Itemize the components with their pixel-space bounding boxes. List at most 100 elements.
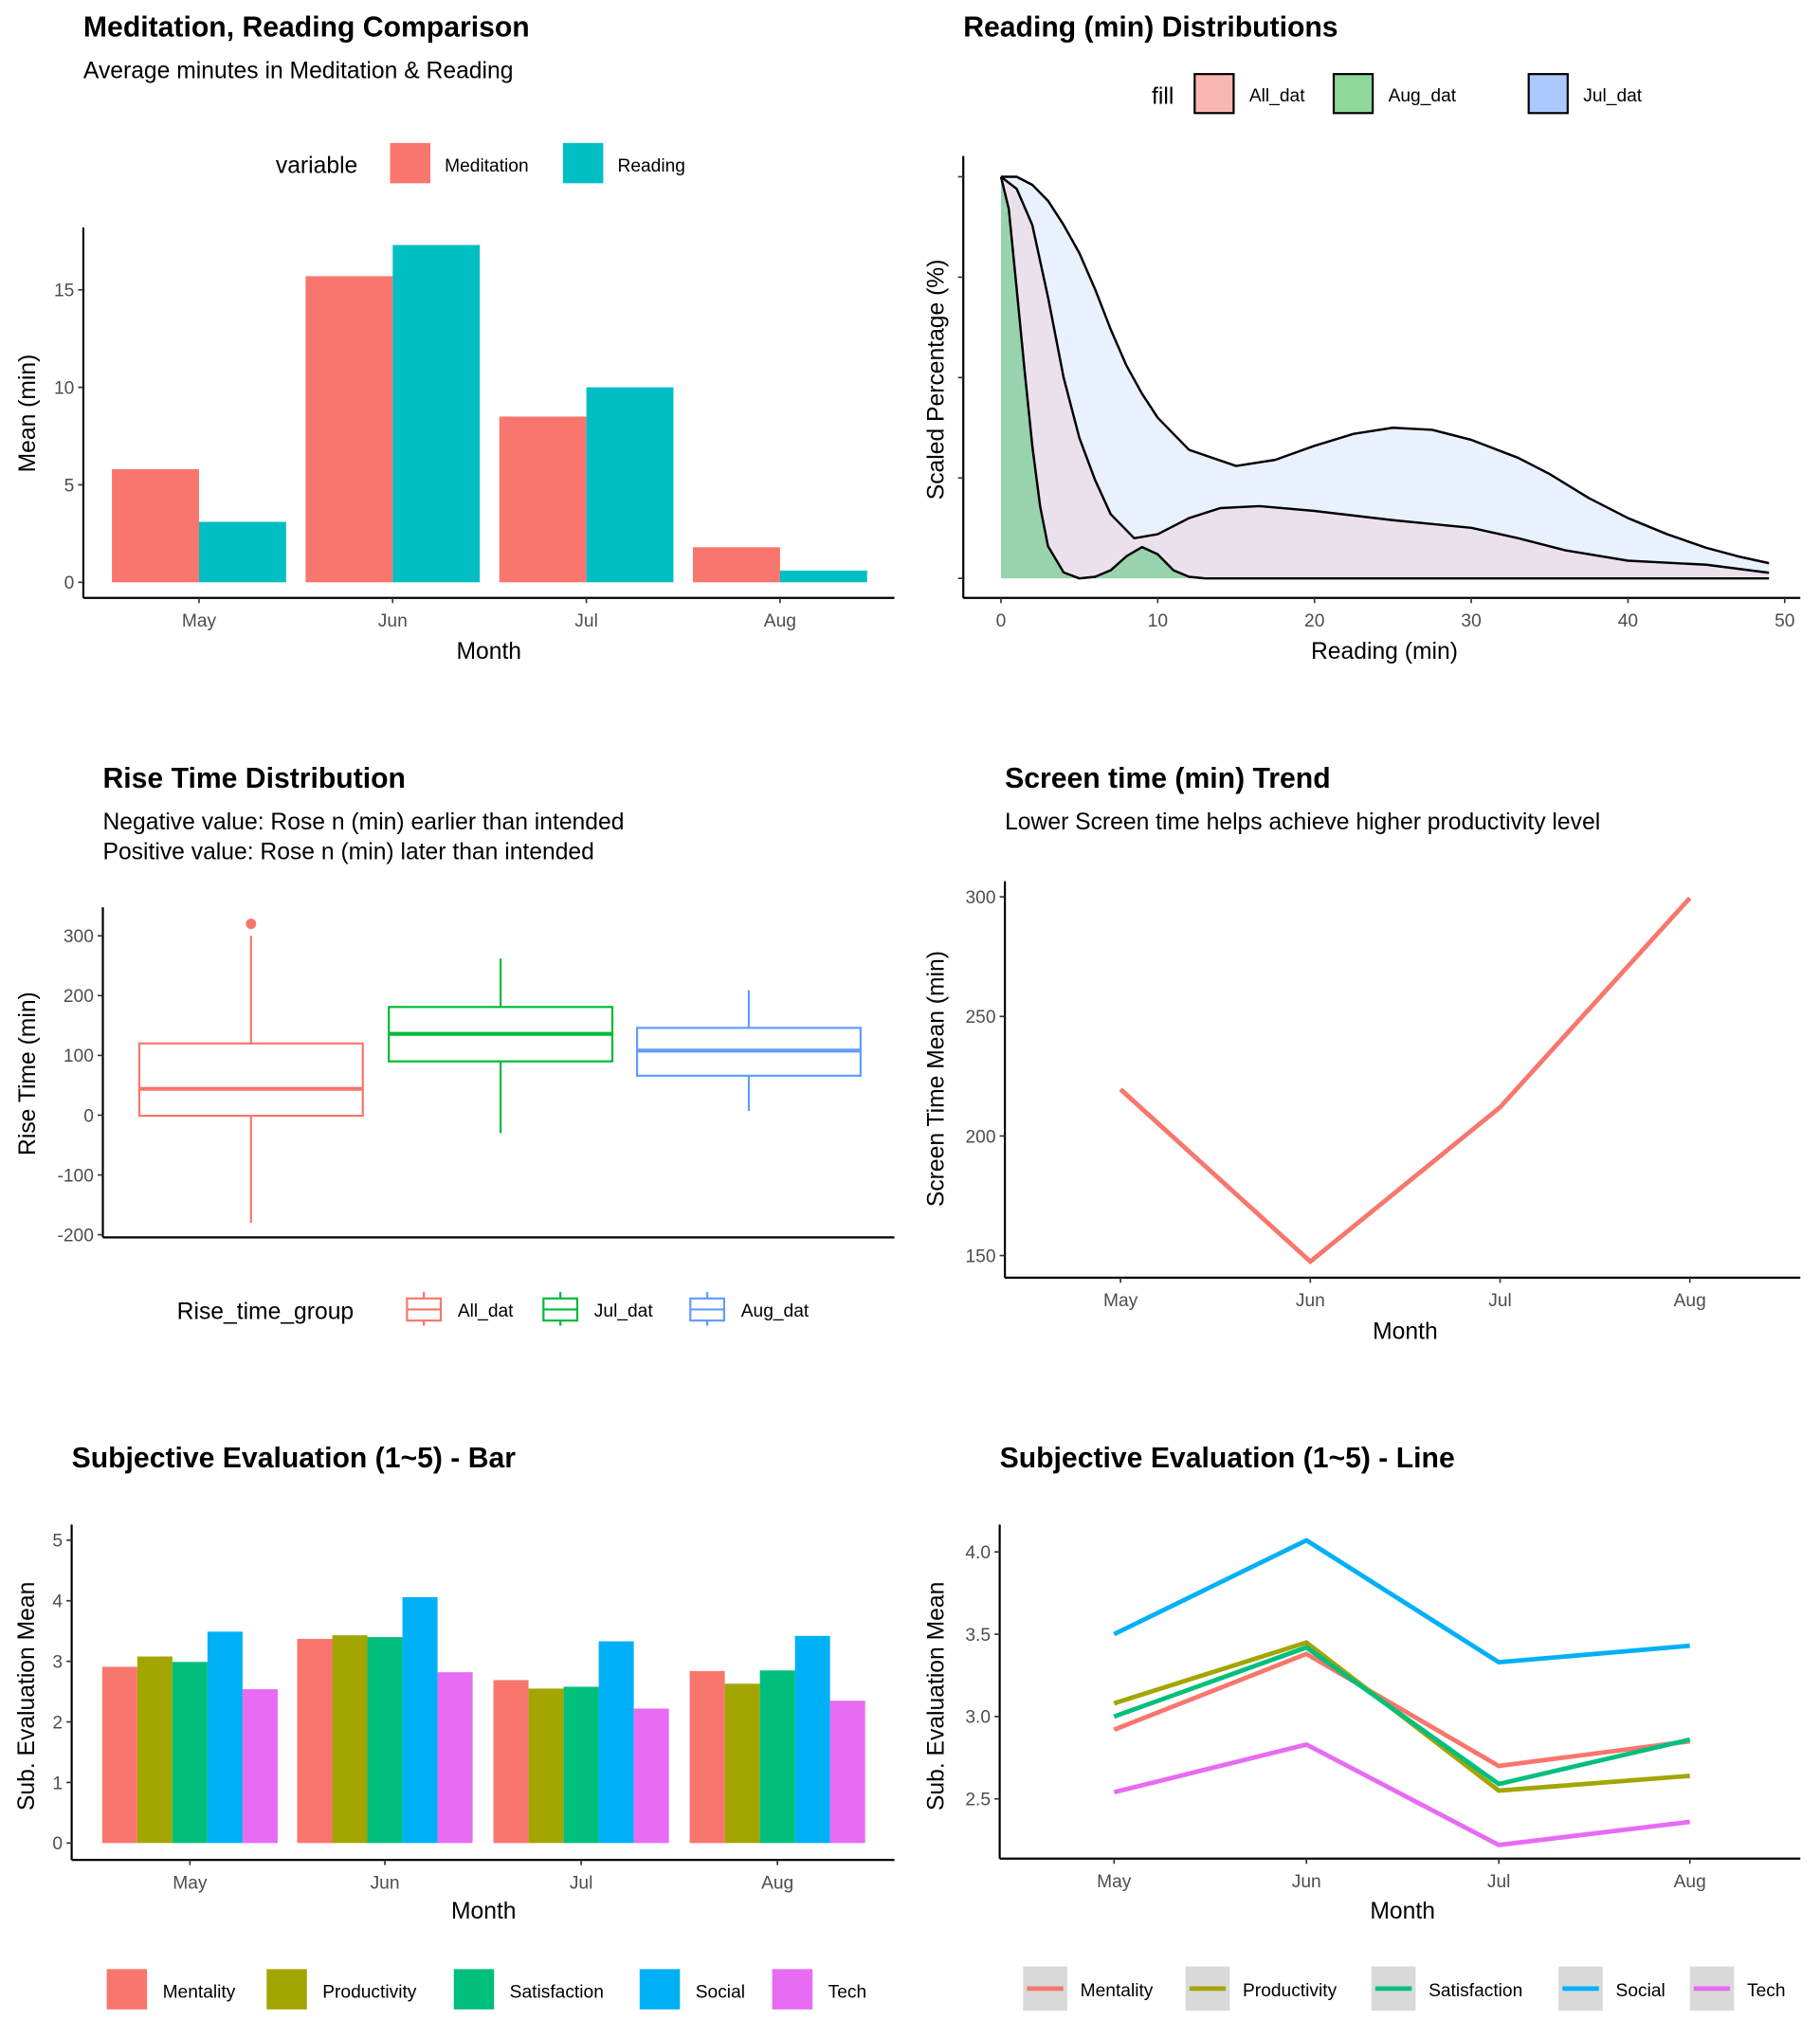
legend-key-mentality: [106, 1969, 148, 2010]
y-tick-label: 2: [52, 1713, 63, 1733]
y-tick-label: 200: [64, 987, 94, 1007]
y-tick-label: 3: [52, 1652, 63, 1672]
legend-key-social: [639, 1969, 681, 2010]
bar-meditation-jul: [499, 416, 587, 583]
y-tick-label: 5: [64, 476, 75, 496]
bar-meditation-aug: [693, 547, 780, 583]
meditation-reading-chart: Meditation, Reading Comparison Average m…: [15, 11, 895, 664]
legend: All_dat Aug_dat Jul_dat: [1193, 73, 1643, 115]
outlier-point: [246, 919, 257, 930]
legend-label: Reading: [617, 156, 684, 176]
x-axis-title: Reading (min): [1311, 639, 1458, 664]
x-tick-label: May: [1097, 1872, 1132, 1892]
x-tick-label: Jul: [570, 1873, 593, 1893]
chart-title: Subjective Evaluation (1~5) - Bar: [72, 1443, 517, 1474]
x-tick-label: Jun: [378, 611, 408, 631]
series-line-screen-time: [1119, 896, 1692, 1265]
legend-label: Tech: [1747, 1981, 1786, 2001]
y-tick-label: 4: [52, 1592, 63, 1612]
y-tick-label: 0: [52, 1834, 63, 1854]
series-line-tech: [1113, 1741, 1690, 1847]
y-tick-label: 10: [54, 378, 74, 398]
x-axis-title: Month: [451, 1899, 517, 1924]
legend-key-all_dat: [1193, 73, 1235, 115]
legend: All_dat Jul_dat Aug_dat: [406, 1291, 810, 1326]
legend-key-meditation: [390, 142, 431, 184]
x-tick-label: 50: [1774, 611, 1794, 631]
y-tick-label: 5: [52, 1532, 63, 1552]
bar-social-aug: [794, 1635, 830, 1844]
legend-label: All_dat: [1249, 86, 1305, 106]
x-tick-label: Jun: [1292, 1872, 1321, 1892]
y-axis-title: Rise Time (min): [15, 992, 41, 1155]
y-axis-title: Mean (min): [15, 355, 41, 473]
bar-mentality-jul: [493, 1680, 529, 1844]
chart-title: Screen time (min) Trend: [1005, 763, 1331, 794]
y-tick-label: 250: [965, 1008, 995, 1028]
chart-title: Meditation, Reading Comparison: [83, 11, 530, 43]
legend-key-productivity: [266, 1969, 307, 2010]
legend-label: Jul_dat: [1583, 86, 1643, 106]
bar-productivity-jul: [528, 1688, 564, 1844]
x-tick-label: Aug: [764, 611, 796, 631]
reading-distributions-chart: Reading (min) Distributions fill All_dat…: [924, 11, 1801, 664]
bar-productivity-aug: [724, 1683, 760, 1844]
x-axis-title: Month: [1373, 1319, 1438, 1344]
legend: Meditation Reading: [390, 142, 685, 184]
legend-label: Jul_dat: [594, 1301, 654, 1321]
bar-reading-jun: [392, 245, 481, 583]
legend-label: Productivity: [1243, 1981, 1338, 2001]
y-tick-label: 2.5: [965, 1791, 991, 1811]
y-tick-label: 0: [83, 1106, 94, 1126]
bar-reading-aug: [779, 570, 867, 583]
y-tick-label: 300: [965, 888, 995, 908]
bar-meditation-may: [112, 468, 199, 583]
y-axis-title: Sub. Evaluation Mean: [14, 1582, 40, 1811]
x-tick-label: 40: [1618, 611, 1638, 631]
legend-label: Aug_dat: [741, 1301, 810, 1321]
x-tick-label: Aug: [1674, 1872, 1706, 1892]
series-line-mentality: [1113, 1651, 1691, 1769]
y-tick-label: 3.0: [965, 1708, 991, 1728]
subjective-line-chart: Subjective Evaluation (1~5) - Line 2.5 3.…: [924, 1443, 1801, 2011]
x-tick-label: 20: [1304, 611, 1324, 631]
chart-title: Reading (min) Distributions: [963, 11, 1338, 43]
density-line-all_dat: [1000, 175, 1770, 574]
chart-subtitle-line-2: Positive value: Rose n (min) later than …: [103, 839, 594, 864]
y-tick-label: 150: [965, 1246, 995, 1266]
bar-meditation-jun: [305, 276, 393, 583]
legend-label: Satisfaction: [510, 1982, 604, 2002]
density-area-jul_dat: [1000, 176, 1770, 579]
bar-social-may: [207, 1631, 243, 1844]
legend: Mentality Productivity Satisfaction Social T…: [1023, 1966, 1786, 2011]
bar-tech-may: [242, 1689, 278, 1844]
series-line-social: [1113, 1538, 1690, 1665]
y-tick-label: 0: [64, 573, 75, 593]
x-tick-label: Jun: [371, 1873, 400, 1893]
legend-label: Mentality: [163, 1982, 236, 2002]
legend-key-satisfaction: [453, 1969, 495, 2010]
y-tick-label: 4.0: [965, 1543, 991, 1563]
legend-key-tech: [772, 1969, 813, 2010]
box-all_dat: [137, 1042, 364, 1118]
x-tick-label: Jun: [1296, 1291, 1325, 1311]
legend-title: Rise_time_group: [177, 1300, 355, 1325]
y-tick-label: -200: [57, 1226, 93, 1246]
legend-label: All_dat: [458, 1301, 514, 1321]
x-tick-label: 30: [1461, 611, 1481, 631]
legend-label: Social: [1616, 1981, 1665, 2001]
y-axis-title: Sub. Evaluation Mean: [924, 1582, 950, 1811]
bar-reading-jul: [586, 387, 674, 583]
x-tick-label: 0: [996, 611, 1007, 631]
legend-label: Mentality: [1081, 1981, 1154, 2001]
y-tick-label: -100: [57, 1166, 93, 1186]
y-tick-label: 3.5: [965, 1626, 991, 1646]
y-tick-label: 200: [965, 1127, 995, 1147]
legend-label: Satisfaction: [1429, 1981, 1522, 2001]
bar-productivity-jun: [332, 1635, 368, 1844]
series-line-satisfaction: [1113, 1645, 1691, 1787]
density-line-aug_dat: [999, 176, 1770, 580]
y-tick-label: 1: [52, 1774, 63, 1793]
bar-tech-jun: [437, 1672, 473, 1844]
